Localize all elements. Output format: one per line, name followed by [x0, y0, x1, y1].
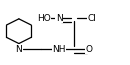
Text: NH: NH — [52, 45, 66, 54]
Text: HO: HO — [37, 14, 50, 23]
Text: Cl: Cl — [87, 14, 96, 23]
Text: O: O — [86, 45, 93, 54]
Text: N: N — [56, 14, 63, 23]
Text: N: N — [15, 45, 22, 54]
